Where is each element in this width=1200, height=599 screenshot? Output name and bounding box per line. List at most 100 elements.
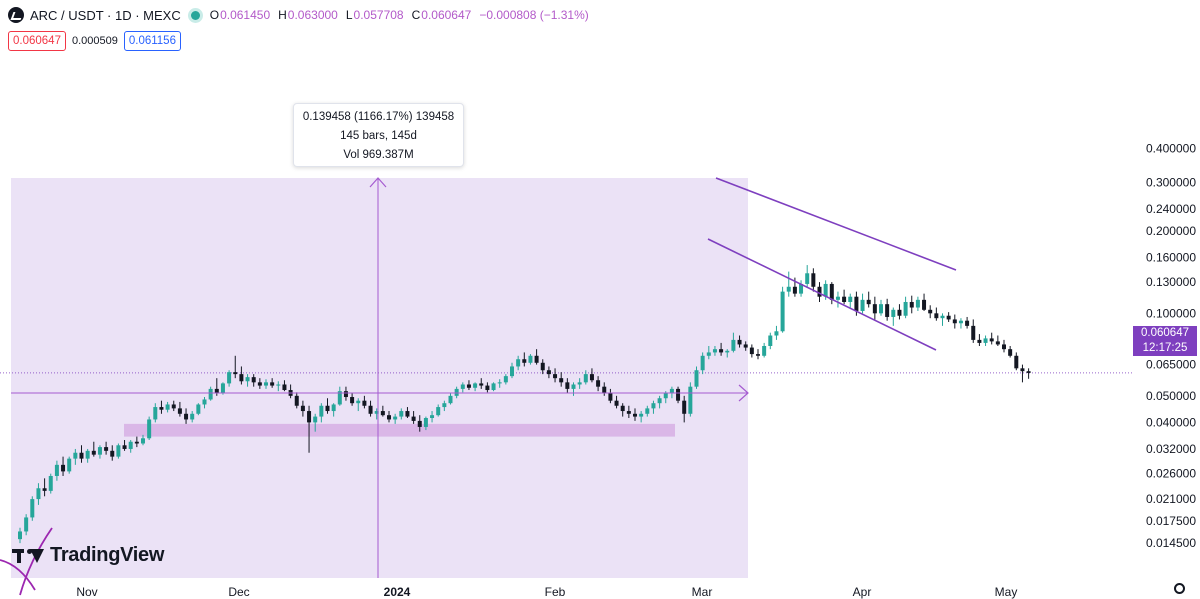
candle-body	[829, 283, 834, 300]
candle-body	[343, 391, 348, 398]
price-tick-label: 0.160000	[1146, 250, 1196, 264]
candle-body	[602, 386, 607, 394]
price-tick-label: 0.032000	[1146, 442, 1196, 456]
buy-price-button[interactable]: 0.061156	[123, 31, 181, 51]
candle-body	[79, 452, 84, 459]
candle-body	[663, 393, 668, 399]
candle-body	[1026, 371, 1031, 373]
candle-body	[915, 299, 920, 308]
candle-body	[965, 320, 970, 326]
candle-body	[879, 304, 883, 314]
candle-body	[307, 411, 312, 423]
candle-body	[546, 370, 551, 375]
candle-body	[356, 400, 361, 404]
candle-body	[368, 405, 373, 414]
candle-body	[817, 286, 822, 297]
candle-body	[712, 349, 717, 353]
candle-body	[110, 450, 115, 457]
candle-body	[682, 400, 687, 414]
candle-body	[946, 315, 951, 320]
candle-body	[522, 359, 527, 363]
candle-body	[577, 382, 582, 385]
candle-body	[147, 419, 152, 439]
settings-gear-icon[interactable]	[1174, 583, 1185, 594]
candle-body	[202, 399, 207, 405]
sell-price-button[interactable]: 0.060647	[8, 31, 66, 51]
candle-body	[479, 383, 484, 386]
price-tick-label: 0.240000	[1146, 202, 1196, 216]
price-tick-label: 0.050000	[1146, 389, 1196, 403]
time-tick-label: Mar	[692, 585, 713, 599]
candle-body	[909, 301, 914, 308]
candle-body	[325, 405, 330, 412]
candle-body	[251, 377, 256, 383]
candle-body	[245, 377, 250, 382]
candle-body	[405, 411, 410, 417]
candle-body	[792, 286, 797, 294]
candle-body	[436, 407, 441, 416]
candle-body	[645, 408, 650, 414]
candle-body	[331, 404, 336, 412]
candle-body	[208, 388, 213, 400]
candle-body	[885, 304, 890, 317]
candle-body	[608, 393, 613, 401]
candle-body	[1014, 355, 1019, 369]
candle-body	[270, 382, 275, 386]
candle-body	[485, 385, 490, 391]
measure-change: 0.139458 (1166.17%) 139458	[302, 111, 455, 123]
candle-body	[688, 386, 693, 414]
candle-body	[233, 372, 238, 375]
candle-body	[503, 376, 508, 383]
time-tick-label: Feb	[545, 585, 566, 599]
candle-body	[54, 464, 59, 476]
candle-body	[393, 416, 398, 420]
logo-text: TradingView	[50, 544, 165, 566]
candle-body	[380, 411, 385, 416]
price-axis: 0.400000 0.300000 0.240000 0.200000 0.160000…	[1146, 141, 1196, 550]
price-tick-label: 0.065000	[1146, 358, 1196, 372]
candle-body	[18, 531, 22, 540]
tradingview-logo[interactable]: TradingView	[12, 544, 164, 567]
candle-body	[940, 315, 945, 319]
candle-body	[860, 299, 865, 311]
symbol-header[interactable]: ARC / USDT · 1D · MEXC O0.061450 H0.0630…	[8, 5, 589, 25]
candle-body	[24, 517, 29, 532]
candle-body	[159, 407, 164, 410]
candle-body	[510, 366, 514, 377]
candle-body	[454, 388, 459, 396]
last-price-label: 0.060647	[1133, 326, 1197, 341]
quote-row: 0.060647 0.000509 0.061156	[8, 31, 181, 51]
time-tick-label: May	[995, 585, 1018, 599]
candle-body	[227, 372, 232, 384]
candle-body	[614, 400, 619, 406]
time-tick-label: Apr	[853, 585, 872, 599]
chart-background	[0, 178, 1133, 578]
candle-body	[571, 384, 576, 389]
candle-body	[583, 374, 588, 383]
candle-body	[620, 405, 625, 412]
candle-body	[768, 335, 773, 346]
candle-body	[1008, 349, 1013, 356]
candle-body	[811, 273, 816, 287]
candle-body	[460, 384, 465, 389]
price-tick-label: 0.040000	[1146, 415, 1196, 429]
candle-body	[749, 347, 754, 355]
candle-body	[1020, 368, 1025, 372]
candle-body	[854, 296, 859, 311]
drawings[interactable]	[0, 177, 957, 596]
candle-body	[423, 418, 428, 427]
symbol-title[interactable]: ARC / USDT · 1D · MEXC	[30, 7, 181, 23]
price-tick-label: 0.200000	[1146, 224, 1196, 238]
candle-body	[540, 362, 545, 371]
candles	[18, 265, 1031, 544]
candle-body	[891, 309, 896, 317]
measure-bars: 145 bars, 145d	[340, 130, 417, 142]
candle-body	[719, 349, 724, 353]
candle-body	[553, 374, 558, 379]
candle-body	[897, 309, 902, 316]
candle-body	[866, 299, 871, 305]
candle-body	[177, 408, 182, 414]
candle-body	[337, 391, 342, 405]
price-tick-label: 0.100000	[1146, 306, 1196, 320]
